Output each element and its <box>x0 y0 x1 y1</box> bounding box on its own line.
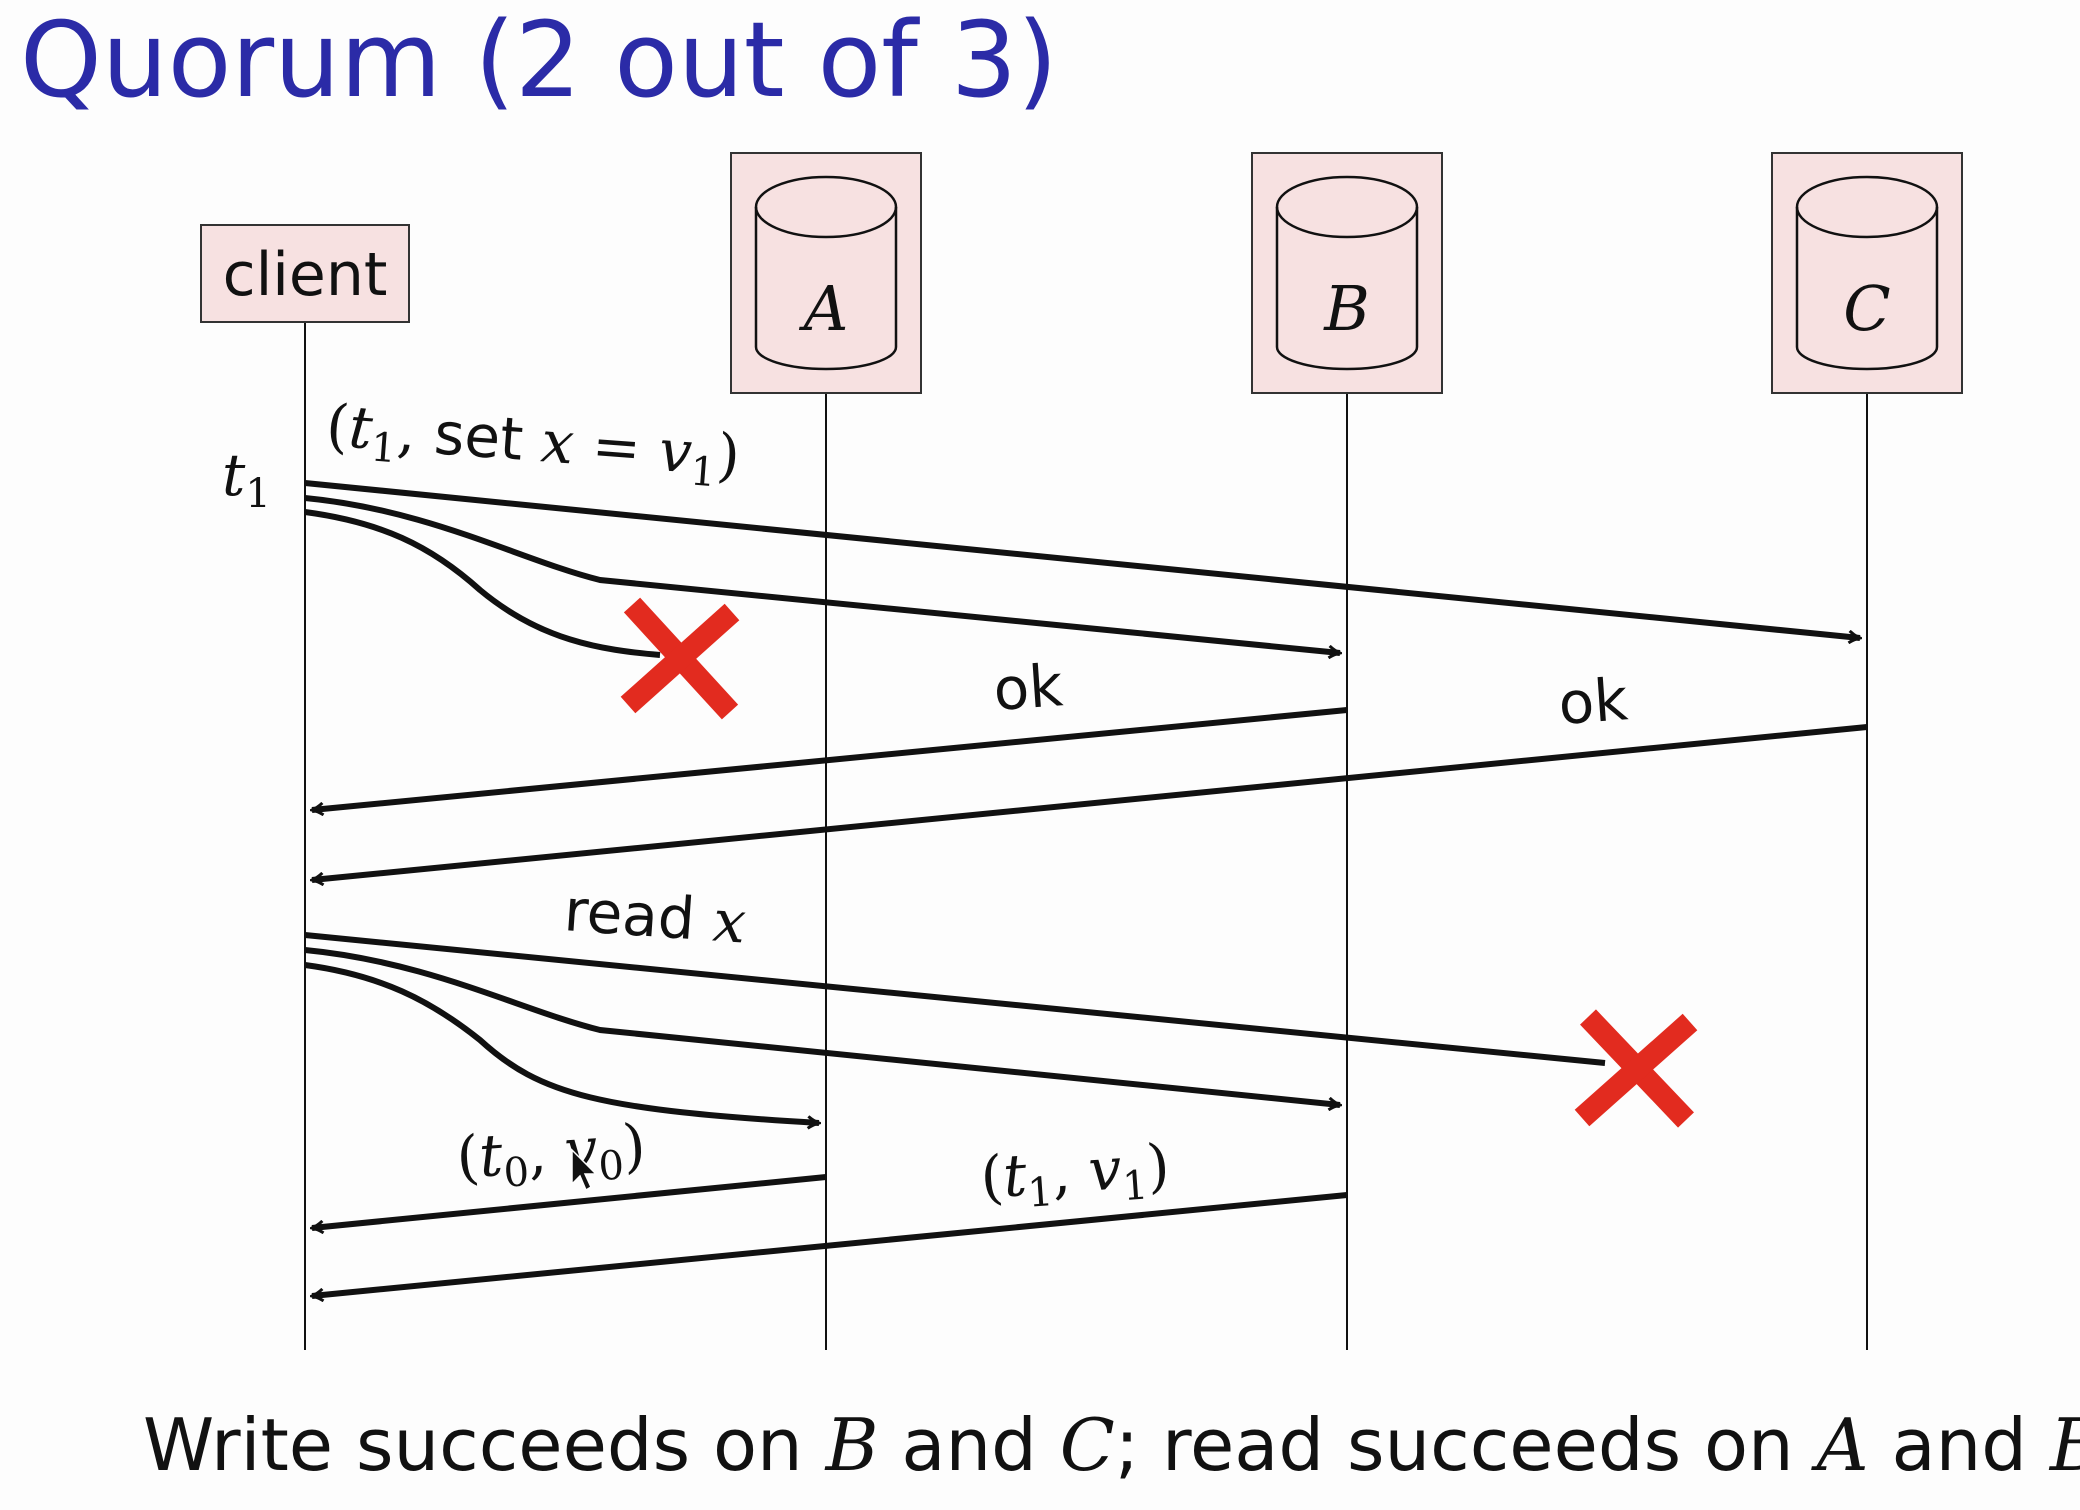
client-node: client <box>200 224 410 323</box>
ok-label-b: ok <box>991 651 1065 724</box>
sequence-diagram: client A B C <box>200 152 1963 1350</box>
ok-label-c: ok <box>1556 665 1630 738</box>
read-reply-label-b: (t1, v1) <box>978 1131 1172 1220</box>
database-icon <box>1795 175 1939 371</box>
read-request-arrow-b <box>304 947 1340 1105</box>
write-request-label: (t1, set x = v1) <box>323 391 742 498</box>
ok-reply-arrow-b <box>312 707 1348 810</box>
read-reply-label-a: (t0, v0) <box>454 1111 648 1200</box>
replica-a-label: A <box>799 272 849 345</box>
database-icon <box>1275 175 1419 371</box>
cross-icon <box>1574 1009 1698 1128</box>
replica-c-node: C <box>1771 152 1963 394</box>
slide-title: Quorum (2 out of 3) <box>20 0 1058 121</box>
cross-icon <box>620 597 740 720</box>
write-request-arrow-a-lost <box>304 509 661 658</box>
write-request-arrow-b <box>304 495 1340 653</box>
ok-reply-arrow-c <box>312 724 1868 880</box>
replica-b-node: B <box>1251 152 1443 394</box>
read-reply-arrow-a <box>312 1174 827 1228</box>
replica-b-label: B <box>1323 272 1370 345</box>
client-label: client <box>223 240 388 310</box>
replica-c-label: C <box>1843 272 1890 345</box>
read-request-label: read x <box>562 876 748 957</box>
mouse-cursor-icon <box>571 1148 598 1192</box>
read-request-arrow-c-lost <box>304 932 1606 1066</box>
read-reply-arrow-b <box>312 1192 1348 1296</box>
write-request-arrow-c <box>304 480 1860 638</box>
replica-a-node: A <box>730 152 922 394</box>
database-icon <box>754 175 898 371</box>
read-request-arrow-a <box>304 962 819 1123</box>
caption: Write succeeds on B and C; read succeeds… <box>143 1403 2080 1487</box>
time-label: t1 <box>222 441 271 517</box>
